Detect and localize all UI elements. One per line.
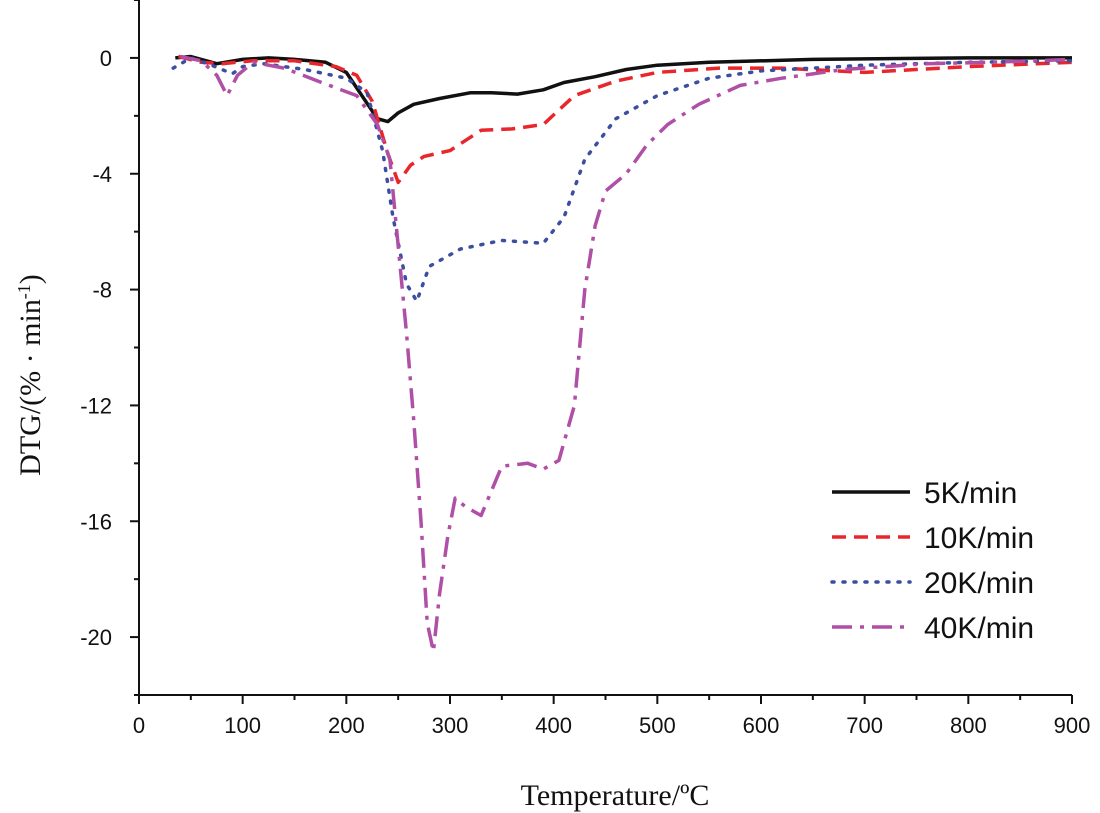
y-tick-label: -8	[92, 278, 112, 303]
series-line-40k-min	[180, 54, 1073, 654]
y-tick-label: 0	[100, 46, 112, 71]
x-tick-label: 300	[432, 713, 469, 738]
x-tick-label: 400	[535, 713, 572, 738]
y-tick-label: -12	[80, 393, 112, 418]
x-tick-label: 500	[639, 713, 676, 738]
y-axis-title-main: DTG/(% · min	[14, 299, 47, 476]
x-tick-label: 600	[743, 713, 780, 738]
legend-label: 5K/min	[924, 477, 1017, 510]
series-line-20k-min	[171, 56, 1074, 303]
y-axis-title: DTG/(% · min-1)	[14, 274, 47, 476]
legend-label: 10K/min	[924, 522, 1034, 555]
x-tick-label: 800	[950, 713, 987, 738]
legend: 5K/min 10K/min 20K/min 40K/min	[830, 477, 1034, 645]
legend-label: 20K/min	[924, 567, 1034, 600]
x-tick-label: 200	[328, 713, 365, 738]
x-tick-label: 900	[1054, 713, 1091, 738]
y-axis-title-superscript: -1	[14, 284, 34, 299]
y-tick-label: -20	[80, 625, 112, 650]
x-tick-label: 100	[224, 713, 261, 738]
series-line-5k-min	[175, 54, 1072, 124]
y-tick-label: -16	[80, 509, 112, 534]
x-axis-title: Temperature/ºC	[521, 779, 710, 812]
x-tick-label: 700	[846, 713, 883, 738]
y-axis-title-close: )	[14, 274, 47, 284]
x-tick-label: 0	[133, 713, 145, 738]
plot-lines	[171, 54, 1074, 654]
y-tick-label: -4	[92, 162, 112, 187]
legend-label: 40K/min	[924, 612, 1034, 645]
axes: 0 100 200 300 400 500 600 700 800 900 0 -4 -8 -12 -16 -…	[80, 0, 1090, 738]
series-line-10k-min	[177, 54, 1073, 185]
